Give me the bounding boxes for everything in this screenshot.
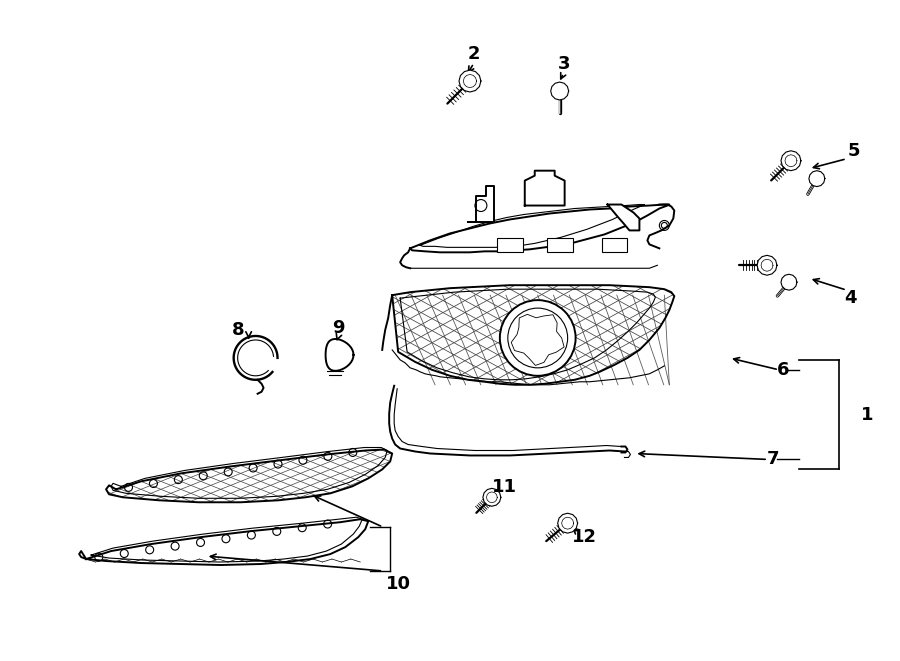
Text: 10: 10 — [386, 575, 410, 593]
Text: 11: 11 — [492, 479, 517, 496]
Text: 3: 3 — [557, 55, 570, 73]
Text: 4: 4 — [844, 289, 857, 307]
Polygon shape — [468, 186, 494, 223]
Polygon shape — [483, 488, 500, 506]
Polygon shape — [608, 204, 639, 231]
Polygon shape — [326, 339, 354, 371]
Polygon shape — [809, 171, 824, 186]
Polygon shape — [757, 255, 777, 275]
Text: 1: 1 — [860, 406, 873, 424]
Bar — [497, 239, 523, 253]
Polygon shape — [79, 519, 368, 565]
Polygon shape — [558, 513, 578, 533]
Polygon shape — [781, 274, 797, 290]
Text: 7: 7 — [767, 450, 779, 469]
Text: 9: 9 — [332, 319, 345, 337]
Polygon shape — [525, 171, 564, 206]
Polygon shape — [781, 151, 801, 171]
Polygon shape — [459, 70, 481, 92]
Text: 6: 6 — [777, 361, 789, 379]
Polygon shape — [410, 204, 670, 253]
Text: 8: 8 — [232, 321, 245, 339]
Circle shape — [500, 300, 576, 376]
Text: 5: 5 — [848, 141, 860, 160]
Text: 2: 2 — [468, 45, 481, 63]
Polygon shape — [511, 315, 564, 366]
Text: 12: 12 — [572, 528, 597, 546]
Bar — [546, 239, 572, 253]
Polygon shape — [551, 82, 569, 100]
Polygon shape — [106, 449, 392, 502]
Bar — [601, 239, 627, 253]
Polygon shape — [392, 285, 674, 385]
